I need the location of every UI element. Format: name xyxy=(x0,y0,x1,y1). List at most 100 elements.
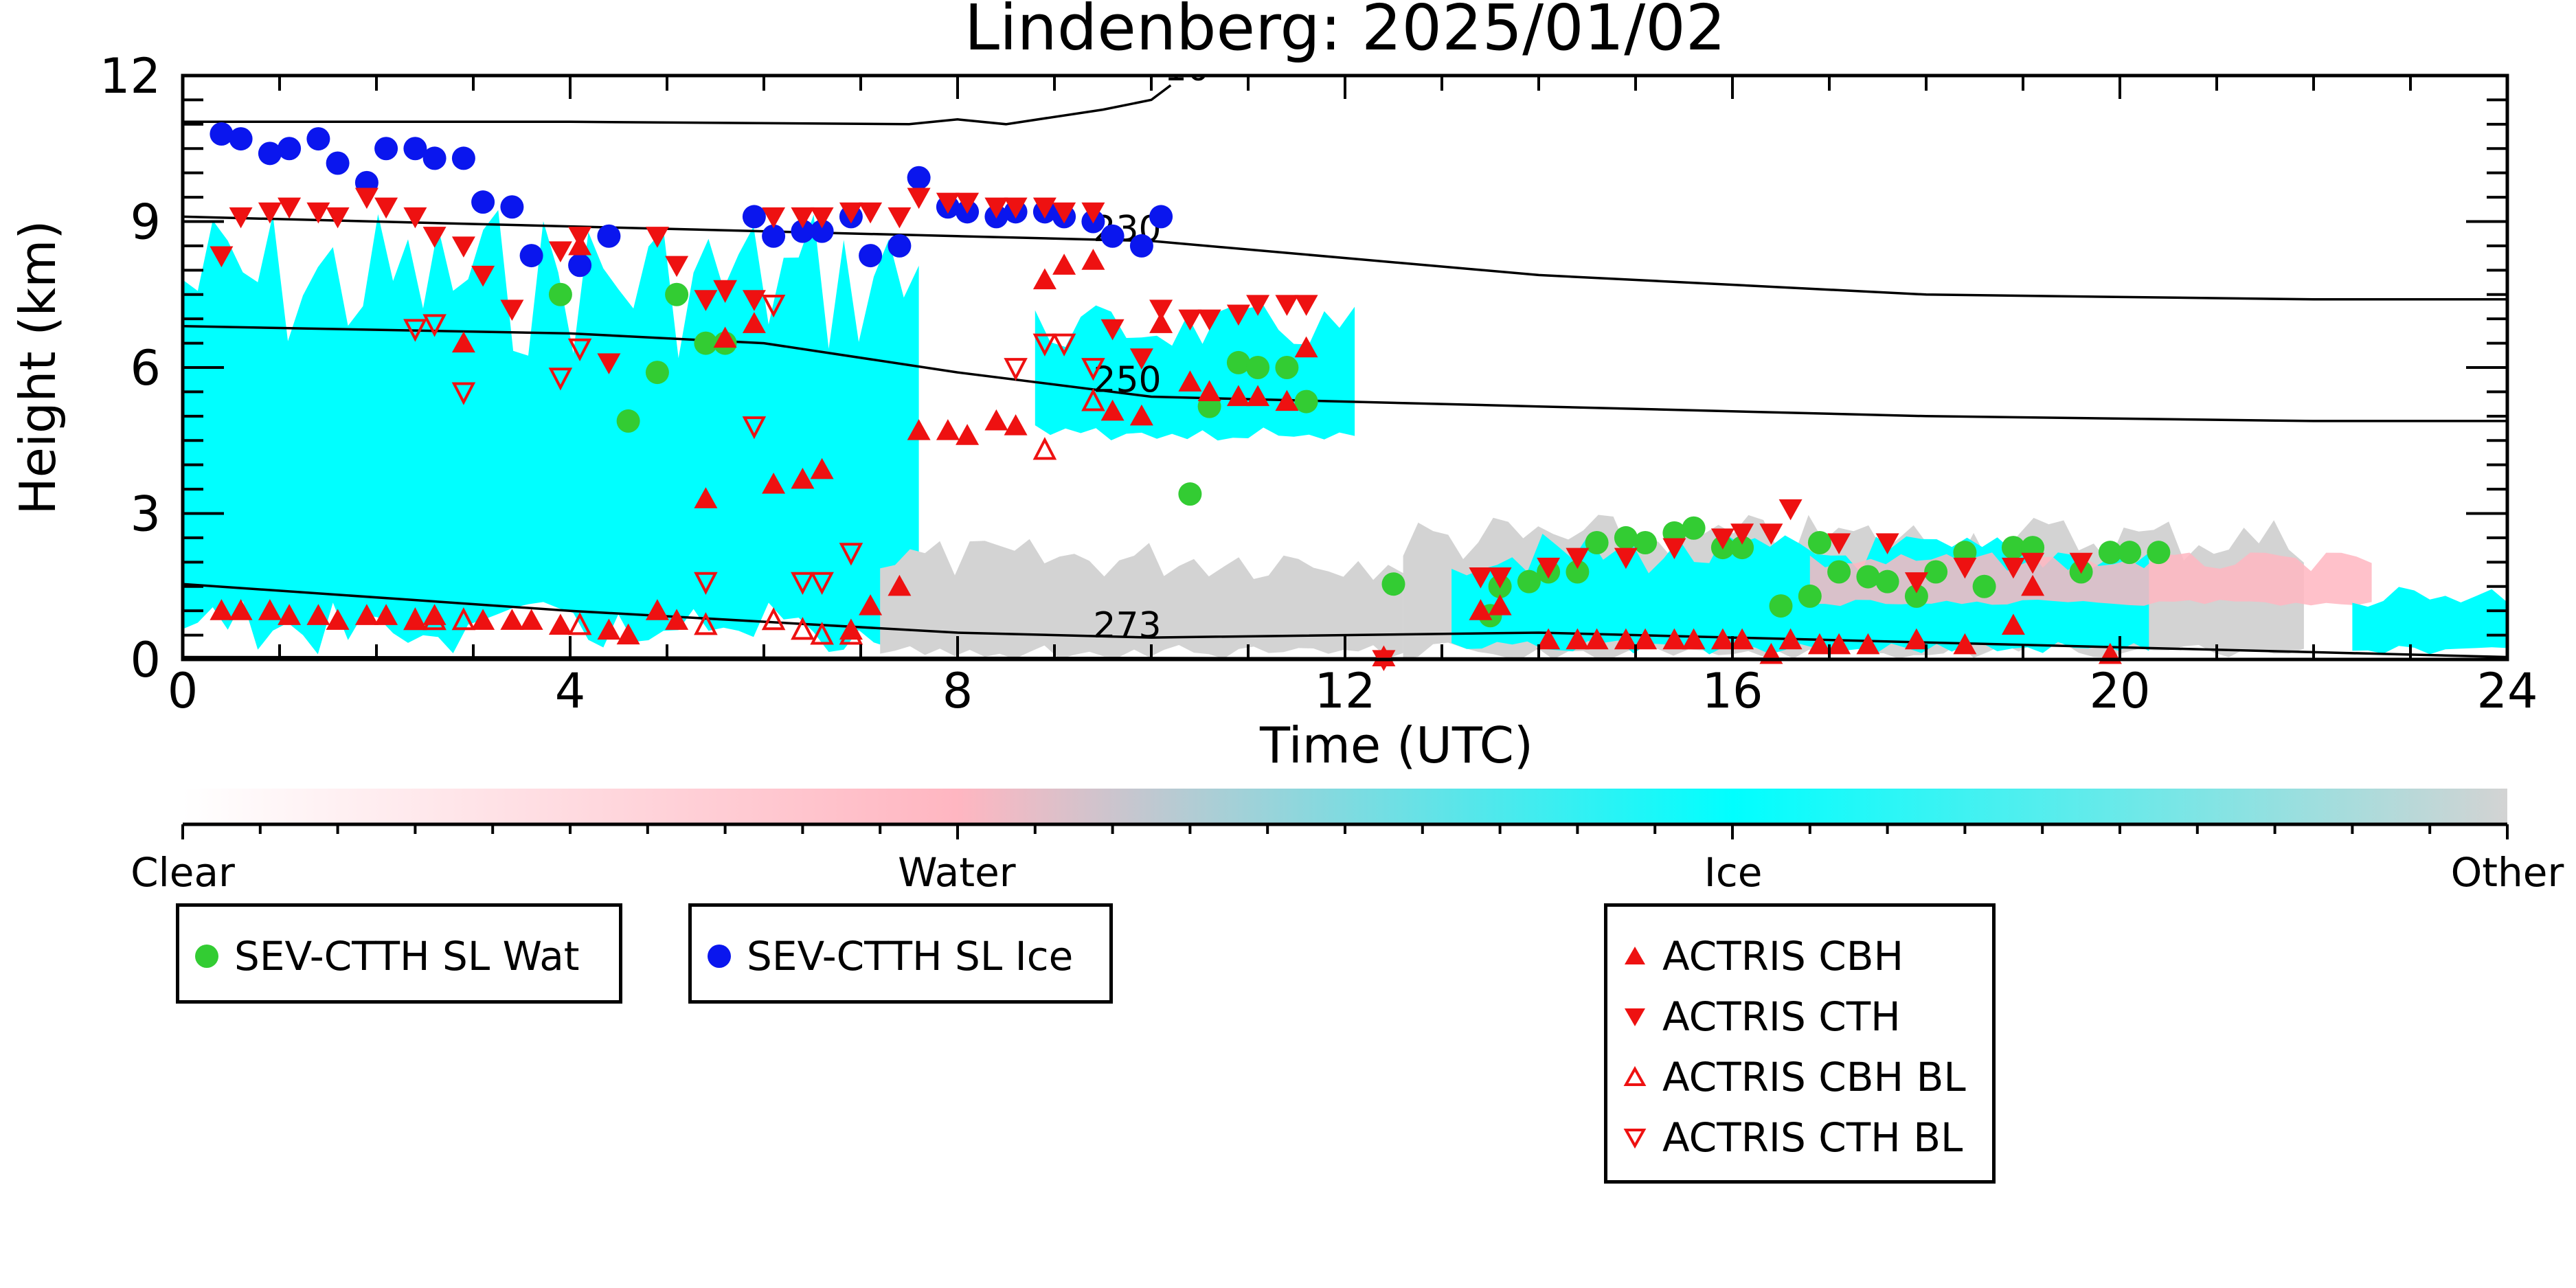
data-point xyxy=(936,419,960,440)
x-tick-label: 20 xyxy=(2089,663,2150,719)
y-axis-label: Height (km) xyxy=(9,221,67,515)
data-point xyxy=(936,192,960,214)
data-point xyxy=(519,244,543,268)
data-point xyxy=(1682,516,1706,540)
data-point xyxy=(471,609,495,630)
data-point xyxy=(1052,253,1076,275)
data-point xyxy=(548,282,572,306)
legend-label-actris-cbh: ACTRIS CBH xyxy=(1662,933,1904,980)
data-point xyxy=(1827,633,1851,655)
data-point xyxy=(742,290,766,311)
data-point xyxy=(451,331,475,353)
data-point xyxy=(1730,628,1754,650)
data-point xyxy=(1197,380,1221,402)
data-point xyxy=(1469,599,1493,620)
data-point xyxy=(548,368,573,391)
data-point xyxy=(568,253,592,278)
legend-item-actris-cth-bl: ACTRIS CTH BL xyxy=(1623,1114,1963,1161)
contour-label: 273 xyxy=(1093,605,1161,646)
data-point xyxy=(500,300,524,321)
data-point xyxy=(762,473,786,494)
legend-actris: ACTRIS CBH ACTRIS CTH ACTRIS CBH BL ACTR… xyxy=(1604,903,1996,1184)
data-point xyxy=(1294,336,1318,358)
data-point xyxy=(791,207,815,229)
phase-region-other xyxy=(880,539,1403,659)
data-point xyxy=(1149,300,1173,321)
colorbar-label: Clear xyxy=(131,849,235,896)
data-point xyxy=(1100,399,1125,421)
data-point xyxy=(451,236,475,258)
data-point xyxy=(1730,523,1754,545)
data-point xyxy=(1585,531,1609,554)
data-point xyxy=(1178,370,1202,392)
data-point xyxy=(1614,547,1638,569)
data-point xyxy=(258,142,282,166)
legend-item-sev-wat: SEV-CTTH SL Wat xyxy=(194,933,580,980)
data-point xyxy=(1634,531,1658,554)
data-point xyxy=(422,607,447,631)
data-point xyxy=(306,202,330,224)
data-point xyxy=(1537,628,1561,650)
x-tick-label: 16 xyxy=(1702,663,1763,719)
contour-line xyxy=(183,325,2507,422)
data-point xyxy=(1537,557,1561,579)
data-point xyxy=(1275,356,1299,379)
data-point xyxy=(1294,389,1318,414)
y-axis-ticks: 0 3 6 9 12 xyxy=(100,48,2507,688)
data-point xyxy=(1904,584,1928,608)
data-point xyxy=(810,207,834,229)
data-point xyxy=(1178,482,1202,506)
data-point xyxy=(403,207,427,229)
data-point xyxy=(500,609,524,630)
colorbar-label: Water xyxy=(898,849,1016,896)
colorbar-ticks: Clear Water Ice Other xyxy=(131,824,2564,896)
data-point xyxy=(1856,565,1880,589)
data-point xyxy=(306,604,330,625)
data-point xyxy=(645,361,669,385)
legend-item-actris-cbh: ACTRIS CBH xyxy=(1623,933,1903,980)
data-point xyxy=(762,224,786,248)
data-point xyxy=(1081,358,1105,381)
data-point xyxy=(645,227,669,248)
data-point xyxy=(1614,526,1638,550)
data-point xyxy=(258,599,282,620)
data-point xyxy=(1682,628,1706,650)
data-point xyxy=(1469,567,1493,589)
data-point xyxy=(326,151,350,175)
data-point xyxy=(278,604,302,625)
data-point xyxy=(1275,389,1299,411)
legend-sev: SEV-CTTH SL Wat xyxy=(176,903,622,1004)
data-point xyxy=(1566,628,1590,650)
data-point xyxy=(1032,197,1057,219)
data-point xyxy=(374,137,398,161)
legend-item-actris-cbh-bl: ACTRIS CBH BL xyxy=(1623,1054,1966,1100)
legend-label-sev-wat: SEV-CTTH SL Wat xyxy=(234,933,580,980)
legend-label-sev-ice: SEV-CTTH SL Ice xyxy=(747,933,1074,980)
data-point xyxy=(713,280,737,303)
phase-background xyxy=(183,210,2507,659)
data-point xyxy=(326,609,350,630)
data-point xyxy=(2001,613,2025,635)
data-point xyxy=(1129,234,1153,258)
data-point xyxy=(791,572,815,595)
y-tick-label: 3 xyxy=(130,486,161,543)
data-point xyxy=(403,319,427,342)
data-point xyxy=(519,609,543,630)
data-point xyxy=(810,219,834,243)
data-point xyxy=(568,227,592,248)
x-axis-label: Time (UTC) xyxy=(1259,716,1533,774)
data-point xyxy=(1052,202,1076,224)
data-point xyxy=(278,197,302,219)
phase-colorbar xyxy=(183,789,2507,823)
data-point xyxy=(1730,536,1754,560)
data-point xyxy=(907,419,931,440)
legend-label-actris-cth-bl: ACTRIS CTH BL xyxy=(1662,1114,1963,1161)
data-point xyxy=(1004,197,1028,219)
data-point xyxy=(1226,304,1250,326)
data-point xyxy=(859,202,883,224)
data-point xyxy=(422,146,447,170)
y-tick-label: 6 xyxy=(130,340,161,396)
blue-circle-icon xyxy=(708,945,731,968)
data-point xyxy=(354,188,379,210)
data-point xyxy=(548,613,572,635)
